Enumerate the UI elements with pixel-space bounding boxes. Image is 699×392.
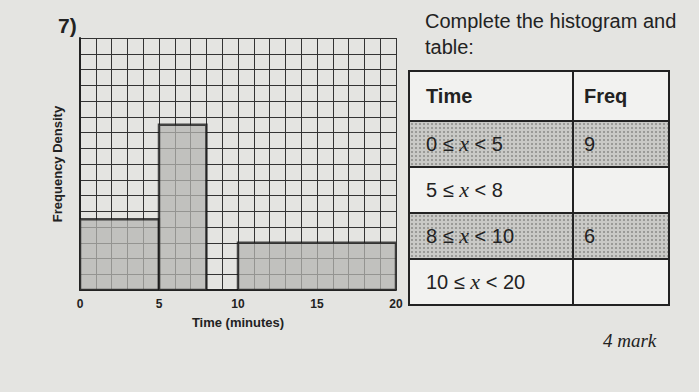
html-text:5 ≤ x < 8: 5 ≤ x < 8 bbox=[426, 177, 503, 202]
html-text:8 ≤ x < 10: 8 ≤ x < 10 bbox=[426, 223, 514, 248]
svg-text:10: 10 bbox=[231, 297, 245, 311]
html-text:7): 7) bbox=[58, 14, 77, 37]
svg-text:5: 5 bbox=[156, 297, 163, 311]
svg-text:Time (minutes): Time (minutes) bbox=[192, 315, 284, 330]
html-text:9: 9 bbox=[584, 132, 596, 155]
html-text:0 ≤ x < 5: 0 ≤ x < 5 bbox=[426, 131, 503, 156]
html-text:Freq: Freq bbox=[584, 84, 628, 107]
svg-text:15: 15 bbox=[310, 297, 324, 311]
svg-text:Frequency Density: Frequency Density bbox=[50, 105, 65, 222]
svg-text:20: 20 bbox=[389, 297, 403, 311]
html-text:Time: Time bbox=[426, 84, 473, 107]
html-text:4 mark: 4 mark bbox=[603, 330, 657, 351]
svg-text:0: 0 bbox=[77, 297, 84, 311]
html-text:6: 6 bbox=[584, 224, 596, 247]
html-text:Complete the histogram and tab: Complete the histogram and table: bbox=[425, 10, 677, 58]
html-text:10 ≤ x < 20: 10 ≤ x < 20 bbox=[426, 269, 526, 294]
